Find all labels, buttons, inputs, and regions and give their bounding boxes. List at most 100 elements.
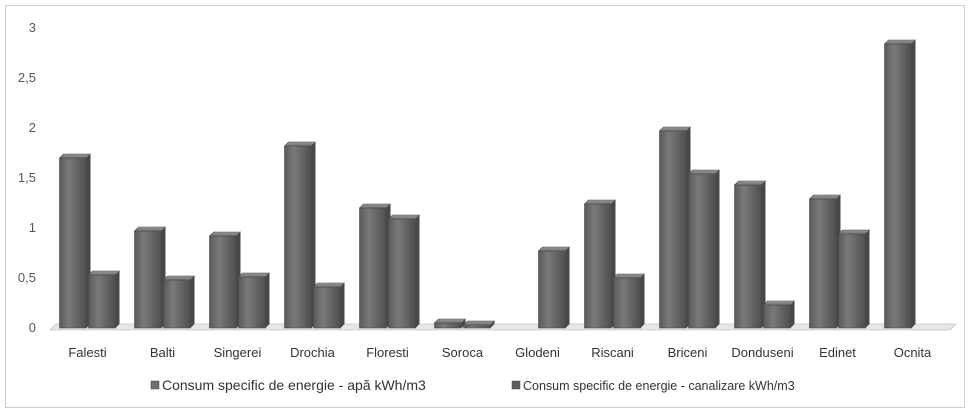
x-tick-label: Donduseni	[731, 345, 793, 360]
bar-apa-balti	[133, 226, 167, 329]
bar-face	[463, 324, 491, 329]
bar-side	[865, 230, 870, 328]
bar-canalizare-falesti	[87, 270, 121, 329]
bar-side	[490, 321, 495, 328]
legend-label: Consum specific de energie - apă kWh/m3	[162, 377, 426, 393]
x-axis: Falesti Balti Singerei Drochia Floresti Soroc…	[68, 345, 932, 360]
bar-face	[209, 235, 237, 329]
bar-apa-briceni	[658, 126, 692, 329]
bar-top	[658, 126, 692, 132]
x-tick-label: Glodeni	[515, 345, 560, 360]
y-tick-label: 1,5	[18, 170, 36, 185]
bar-canalizare-balti	[162, 275, 196, 329]
bar-canalizare-donduseni	[762, 300, 796, 329]
y-tick-label: 2,5	[18, 70, 36, 85]
bar-face	[388, 218, 416, 329]
bar-top	[733, 180, 767, 186]
bar-side	[911, 40, 916, 328]
bar-side	[415, 215, 420, 328]
bar-apa-riscani	[583, 199, 617, 329]
bar-face	[613, 277, 641, 329]
bar-side	[340, 283, 345, 328]
bar-apa-drochia	[283, 141, 317, 329]
bar-face	[659, 130, 687, 329]
x-tick-label: Riscani	[591, 345, 634, 360]
bar-canalizare-briceni	[687, 169, 721, 329]
y-tick-label: 0,5	[18, 270, 36, 285]
bar-face	[434, 322, 462, 329]
bar-side	[715, 170, 720, 328]
bar-top	[433, 318, 467, 324]
legend-label: Consum specific de energie - canalizare …	[523, 379, 795, 393]
bar-apa-floresti	[358, 203, 392, 329]
bar-top	[883, 39, 917, 45]
legend: Consum specific de energie - apă kWh/m3 C…	[150, 377, 795, 393]
bar-top	[87, 270, 121, 276]
bar-top	[208, 231, 242, 237]
x-tick-label: Falesti	[68, 345, 106, 360]
bar-side	[190, 276, 195, 328]
y-tick-label: 0	[29, 320, 36, 335]
bar-top	[687, 169, 721, 175]
bar-side	[311, 142, 316, 328]
bar-side	[761, 181, 766, 328]
floor-plane	[48, 323, 958, 331]
chart-floor	[48, 323, 958, 331]
bar-apa-falesti	[58, 153, 92, 329]
y-axis: 0 0,5 1 1,5 2 2,5 3	[18, 20, 36, 335]
bar-canalizare-soroca	[462, 320, 496, 329]
x-tick-label: Drochia	[290, 345, 336, 360]
bar-apa-ocnita	[883, 39, 917, 329]
bar-top	[462, 320, 496, 326]
bar-canalizare-singerei	[237, 272, 271, 329]
bar-side	[265, 273, 270, 328]
bar-side	[565, 247, 570, 328]
bar-face	[584, 203, 612, 329]
bar-top	[762, 300, 796, 306]
bar-top	[237, 272, 271, 278]
bar-top	[537, 246, 571, 252]
bar-face	[134, 230, 162, 329]
bar-face	[538, 250, 566, 329]
bar-top	[283, 141, 317, 147]
y-tick-label: 1	[29, 220, 36, 235]
chart-frame	[5, 5, 965, 408]
bar-canalizare-drochia	[312, 282, 346, 329]
legend-swatch	[150, 380, 160, 390]
bars-group	[58, 39, 917, 329]
bar-apa-edinet	[808, 194, 842, 329]
bar-face	[88, 274, 116, 329]
bar-face	[734, 184, 762, 329]
bar-top	[133, 226, 167, 232]
bar-face	[763, 304, 791, 329]
y-tick-label: 3	[29, 20, 36, 35]
bar-side	[461, 319, 466, 328]
bar-top	[808, 194, 842, 200]
bar-face	[59, 157, 87, 329]
bar-face	[838, 233, 866, 329]
x-tick-label: Singerei	[214, 345, 262, 360]
x-tick-label: Floresti	[366, 345, 409, 360]
bar-canalizare-glodeni	[537, 246, 571, 329]
x-tick-label: Edinet	[819, 345, 856, 360]
bar-face	[238, 276, 266, 329]
bar-face	[163, 279, 191, 329]
x-tick-label: Ocnita	[894, 345, 932, 360]
bar-face	[313, 286, 341, 329]
legend-swatch	[511, 380, 521, 390]
bar-side	[640, 274, 645, 328]
bar-canalizare-floresti	[387, 214, 421, 329]
bar-top	[583, 199, 617, 205]
bar-apa-singerei	[208, 231, 242, 329]
bar-face	[884, 43, 912, 329]
bar-top	[612, 273, 646, 279]
bar-apa-donduseni	[733, 180, 767, 329]
x-tick-label: Soroca	[442, 345, 484, 360]
bar-face	[688, 173, 716, 329]
bar-top	[58, 153, 92, 159]
bar-apa-soroca	[433, 318, 467, 329]
bar-side	[115, 271, 120, 328]
bar-top	[162, 275, 196, 281]
bar-top	[387, 214, 421, 220]
